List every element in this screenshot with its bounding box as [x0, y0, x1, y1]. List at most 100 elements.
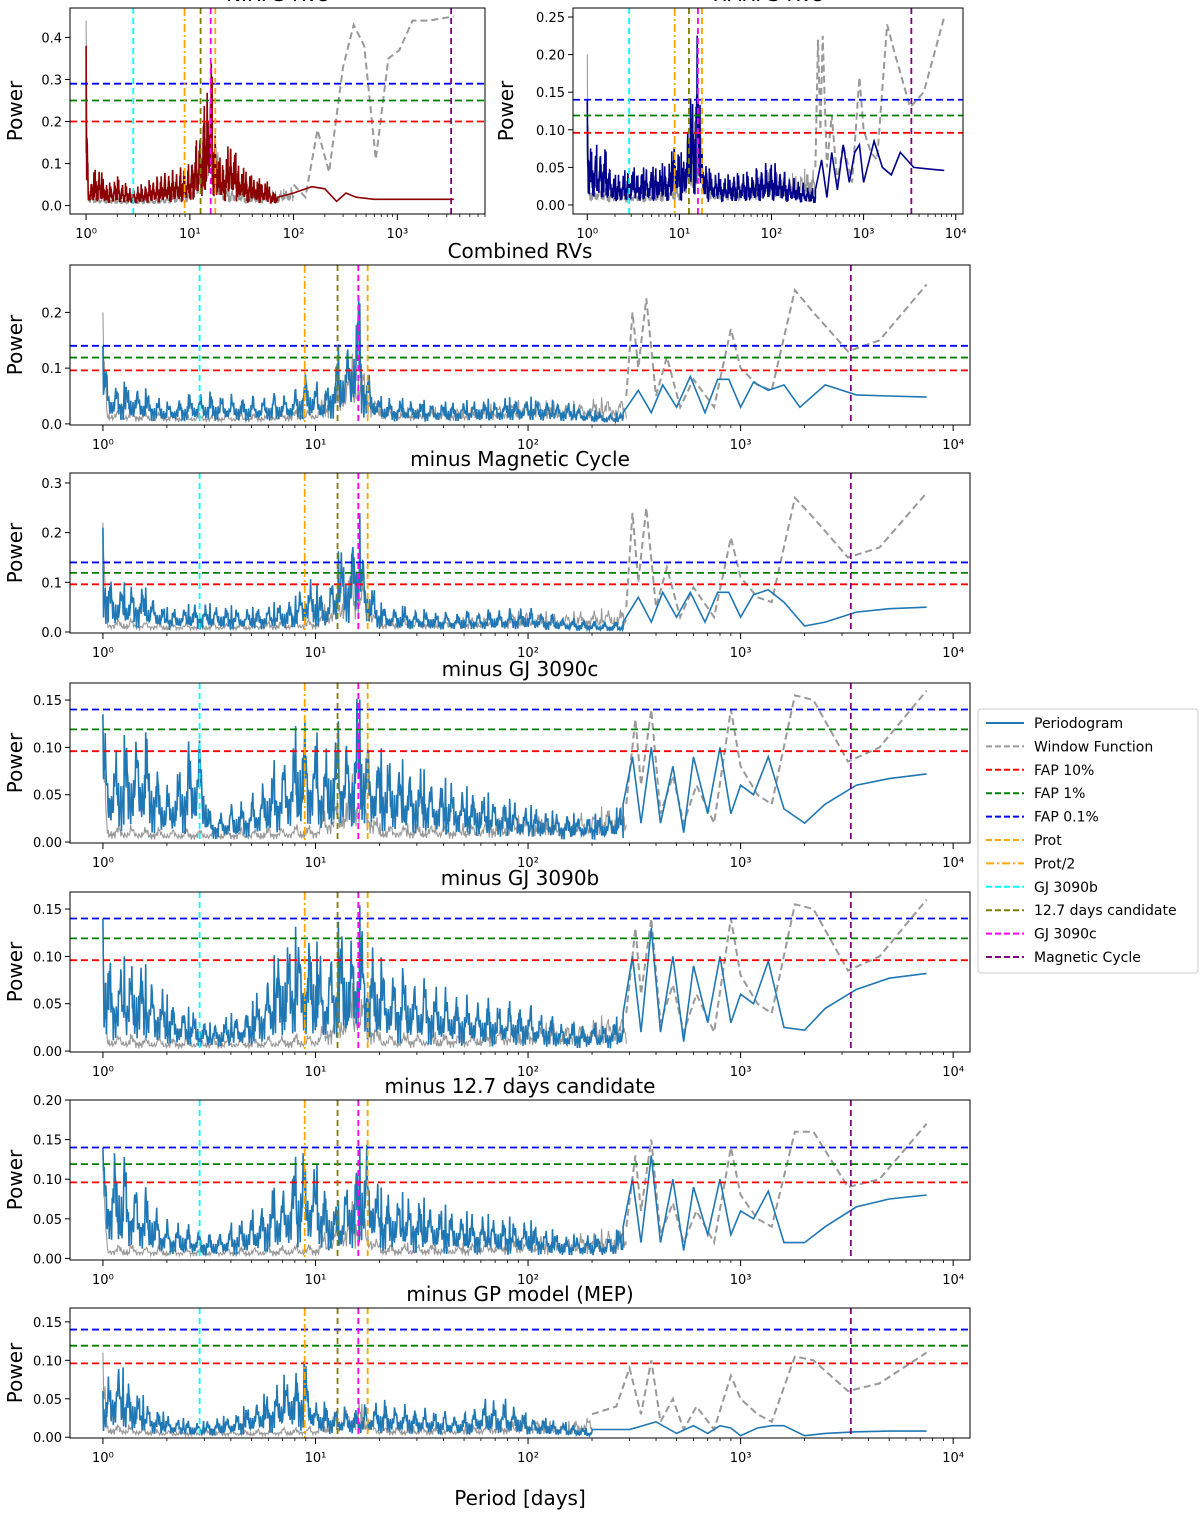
- xtick-label-minus_c-3: 10³: [730, 856, 752, 871]
- legend: Periodogram Window Function FAP 10% FAP 1% F…: [977, 708, 1199, 974]
- xtick-label-nirps-1: 10¹: [179, 227, 201, 242]
- plot-area-minus_b: [70, 892, 970, 1052]
- legend-label-8: 12.7 days candidate: [1034, 903, 1177, 919]
- legend-label-4: FAP 0.1%: [1034, 810, 1099, 826]
- xtick-label-nirps-2: 10²: [283, 227, 305, 242]
- xtick-label-minus_gp-2: 10²: [517, 1451, 539, 1466]
- legend-label-6: Prot/2: [1034, 856, 1075, 872]
- legend-label-2: FAP 10%: [1034, 763, 1094, 779]
- xtick-label-minus_candidate-4: 10⁴: [942, 1273, 964, 1288]
- plot-area-minus_cycle: [70, 473, 970, 633]
- legend-label-7: GJ 3090b: [1034, 880, 1098, 896]
- ytick-label-combined-2: 0.2: [41, 306, 62, 321]
- xtick-label-combined-0: 10⁰: [92, 438, 114, 453]
- axes-frame-nirps: [69, 7, 486, 215]
- ytick-label-minus_b-1: 0.05: [33, 998, 62, 1013]
- y-axis-label-minus_gp: Power: [3, 1342, 27, 1403]
- ytick-label-harps-3: 0.15: [536, 86, 565, 101]
- xtick-label-harps-3: 10³: [853, 227, 875, 242]
- ytick-label-minus_cycle-3: 0.3: [41, 477, 62, 492]
- periodogram-line-combined: [102, 298, 927, 425]
- xtick-label-minus_gp-4: 10⁴: [942, 1451, 964, 1466]
- panel-combined: Combined RVs 0.0 0.1 0.2 10⁰ 10¹ 10² 10³ 10⁴ Powe…: [3, 239, 971, 453]
- legend-label-10: Magnetic Cycle: [1034, 950, 1141, 966]
- axes-frame-harps: [572, 7, 964, 215]
- window-function-line-minus_b: [625, 898, 928, 1036]
- plot-area-harps: [573, 8, 963, 214]
- ytick-label-harps-4: 0.20: [536, 49, 565, 64]
- plot-area-combined: [70, 265, 970, 425]
- ytick-label-minus_cycle-1: 0.1: [41, 576, 62, 591]
- panel-harps: HARPS RVs 0.00 0.05 0.10 0.15 0.20 0.25 10⁰ 10¹ 1…: [494, 0, 967, 242]
- ytick-label-minus_b-2: 0.10: [33, 950, 62, 965]
- axes-frame-minus_c: [69, 682, 971, 844]
- legend-label-9: GJ 3090c: [1034, 927, 1097, 943]
- panel-minus_gp: minus GP model (MEP) 0.00 0.05 0.10 0.15 10⁰ 1…: [3, 1282, 971, 1466]
- panel-nirps: NIRPS RVs 0.0 0.1 0.2 0.3 0.4 10⁰ 10¹ 10² 10³ Powe…: [3, 0, 486, 242]
- periodogram-line-minus_c: [102, 698, 927, 840]
- panel-title-nirps: NIRPS RVs: [226, 0, 329, 6]
- panel-minus_b: minus GJ 3090b 0.00 0.05 0.10 0.15 10⁰ 10¹ 10² 1…: [3, 866, 971, 1080]
- ytick-label-combined-0: 0.0: [41, 418, 62, 433]
- xtick-label-combined-4: 10⁴: [942, 438, 964, 453]
- ytick-label-nirps-0: 0.0: [41, 200, 62, 215]
- xtick-label-minus_cycle-1: 10¹: [305, 646, 327, 661]
- ytick-label-minus_c-0: 0.00: [33, 836, 62, 851]
- ytick-label-harps-1: 0.05: [536, 161, 565, 176]
- periodogram-line-minus_gp: [102, 1361, 927, 1438]
- ytick-label-minus_cycle-0: 0.0: [41, 626, 62, 641]
- ytick-label-minus_candidate-2: 0.10: [33, 1173, 62, 1188]
- periodogram-line-minus_cycle: [102, 513, 927, 633]
- periodogram-line-minus_b: [102, 905, 927, 1049]
- xtick-label-harps-4: 10⁴: [945, 227, 967, 242]
- xtick-label-combined-3: 10³: [730, 438, 752, 453]
- ytick-label-nirps-1: 0.1: [41, 158, 62, 173]
- plot-area-nirps: [70, 8, 485, 214]
- y-axis-label-minus_cycle: Power: [3, 522, 27, 583]
- xtick-label-harps-2: 10²: [761, 227, 783, 242]
- xtick-label-harps-0: 10⁰: [576, 227, 598, 242]
- panel-title-minus_candidate: minus 12.7 days candidate: [385, 1074, 656, 1098]
- xtick-label-minus_gp-1: 10¹: [305, 1451, 327, 1466]
- panel-minus_c: minus GJ 3090c 0.00 0.05 0.10 0.15 10⁰ 10¹ 10² 1…: [3, 657, 971, 871]
- y-axis-label-minus_c: Power: [3, 732, 27, 793]
- xtick-label-minus_cycle-0: 10⁰: [92, 646, 114, 661]
- xtick-label-minus_gp-0: 10⁰: [92, 1451, 114, 1466]
- axes-frame-minus_gp: [69, 1307, 971, 1439]
- ytick-label-minus_b-3: 0.15: [33, 903, 62, 918]
- ytick-label-minus_candidate-4: 0.20: [33, 1094, 62, 1109]
- plot-area-minus_c: [70, 683, 970, 843]
- ytick-label-minus_c-3: 0.15: [33, 694, 62, 709]
- ytick-label-minus_c-1: 0.05: [33, 789, 62, 804]
- periodogram-line-harps: [586, 35, 945, 204]
- xtick-label-minus_candidate-3: 10³: [730, 1273, 752, 1288]
- ytick-label-minus_gp-1: 0.05: [33, 1393, 62, 1408]
- legend-label-1: Window Function: [1034, 739, 1153, 755]
- xtick-label-minus_gp-3: 10³: [730, 1451, 752, 1466]
- panel-title-minus_gp: minus GP model (MEP): [406, 1282, 633, 1306]
- panel-title-minus_c: minus GJ 3090c: [442, 657, 599, 681]
- ytick-label-minus_gp-2: 0.10: [33, 1354, 62, 1369]
- xtick-label-minus_cycle-3: 10³: [730, 646, 752, 661]
- plot-area-minus_gp: [70, 1308, 970, 1438]
- y-axis-label-minus_candidate: Power: [3, 1149, 27, 1210]
- ytick-label-nirps-2: 0.2: [41, 116, 62, 131]
- xtick-label-minus_b-0: 10⁰: [92, 1065, 114, 1080]
- plot-area-minus_candidate: [70, 1100, 970, 1260]
- axes-frame-minus_candidate: [69, 1099, 971, 1261]
- xtick-label-nirps-3: 10³: [386, 227, 408, 242]
- legend-label-0: Periodogram: [1034, 716, 1123, 732]
- periodogram-line-minus_candidate: [102, 1144, 927, 1256]
- window-function-line-combined: [625, 283, 928, 411]
- window-function-line-minus_cycle: [625, 492, 928, 621]
- xtick-label-minus_candidate-1: 10¹: [305, 1273, 327, 1288]
- window-function-line-nirps: [292, 15, 454, 200]
- panel-title-harps: HARPS RVs: [713, 0, 824, 6]
- legend-label-5: Prot: [1034, 833, 1062, 849]
- panel-minus_cycle: minus Magnetic Cycle 0.0 0.1 0.2 0.3 10⁰ 10¹ 10…: [3, 447, 971, 661]
- xtick-label-minus_candidate-0: 10⁰: [92, 1273, 114, 1288]
- ytick-label-combined-1: 0.1: [41, 362, 62, 377]
- window-function-line-minus_c: [625, 689, 928, 827]
- panel-title-combined: Combined RVs: [448, 239, 593, 263]
